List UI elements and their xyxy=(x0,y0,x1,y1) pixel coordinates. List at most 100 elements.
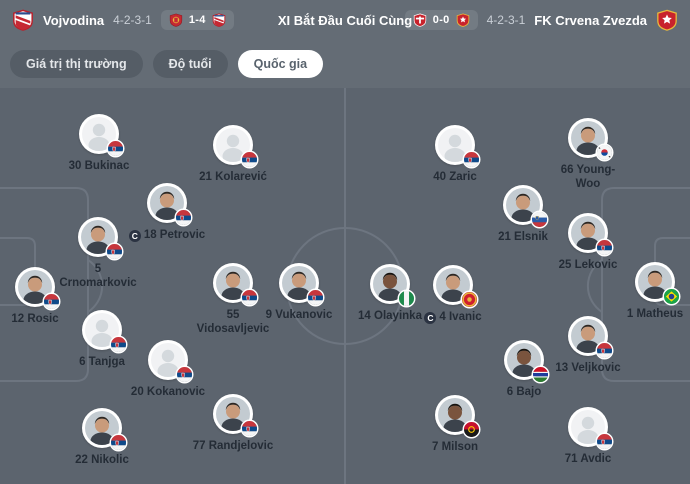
flag-gambia-icon xyxy=(533,367,548,382)
player-photo xyxy=(571,216,605,250)
captain-badge-icon: C xyxy=(424,312,437,324)
player-label: 55 Vidosavljevic xyxy=(196,309,270,336)
flag-serbia-icon xyxy=(597,343,612,358)
away-player-zaric[interactable]: 40 Zaric xyxy=(403,125,507,184)
tab-nationality[interactable]: Quốc gia xyxy=(237,50,324,78)
flag-serbia-icon xyxy=(464,152,479,167)
player-label: 66 Young- Woo xyxy=(560,164,616,191)
player-label: 22 Nikolic xyxy=(75,454,129,466)
away-player-avdic[interactable]: 71 Avdic xyxy=(536,407,640,466)
away-team-header: 0-0 4-2-3-1 FK Crvena Zvezda xyxy=(404,9,678,31)
home-team-name[interactable]: Vojvodina xyxy=(43,12,105,28)
away-team-formation: 4-2-3-1 xyxy=(486,13,526,27)
player-avatar[interactable] xyxy=(435,395,479,437)
player-avatar[interactable] xyxy=(568,213,612,255)
tab-market-value[interactable]: Giá trị thị trường xyxy=(10,50,143,78)
player-label: 1 Matheus xyxy=(626,308,684,320)
flag-montenegro-icon xyxy=(462,292,477,307)
player-avatar[interactable] xyxy=(370,264,414,306)
form-opponent-crest-icon xyxy=(169,13,183,27)
player-avatar[interactable] xyxy=(503,185,547,227)
away-form-score: 0-0 xyxy=(432,14,450,26)
home-player-vukanovic[interactable]: 9 Vukanovic xyxy=(247,263,351,322)
home-player-kokanovic[interactable]: 20 Kokanovic xyxy=(116,340,220,399)
player-avatar[interactable] xyxy=(213,263,257,305)
player-avatar[interactable] xyxy=(279,263,323,305)
player-avatar[interactable] xyxy=(568,407,612,449)
away-player-young-woo[interactable]: 66 Young- Woo xyxy=(536,118,640,191)
home-player-bukinac[interactable]: 30 Bukinac xyxy=(47,114,151,173)
home-team-header: Vojvodina 4-2-3-1 1-4 xyxy=(12,9,234,31)
home-team-formation: 4-2-3-1 xyxy=(113,13,152,27)
home-team-crest-icon[interactable] xyxy=(12,9,34,31)
home-player-tanjga[interactable]: 6 Tanjga xyxy=(50,310,154,369)
away-form-score-badge[interactable]: 0-0 xyxy=(404,10,478,30)
captain-badge-icon: C xyxy=(128,230,141,242)
flag-brazil-icon xyxy=(664,289,679,304)
tab-age[interactable]: Độ tuổi xyxy=(152,50,228,78)
player-label: 40 Zaric xyxy=(433,171,477,183)
home-player-nikolic[interactable]: 22 Nikolic xyxy=(50,408,154,467)
away-player-matheus[interactable]: 1 Matheus xyxy=(603,262,690,321)
player-photo xyxy=(373,267,407,301)
flag-serbia-icon xyxy=(308,290,323,305)
home-player-rosic[interactable]: 12 Rosic xyxy=(0,267,87,326)
player-label: 21 Kolarević xyxy=(199,171,267,183)
home-form-score-badge[interactable]: 1-4 xyxy=(160,10,234,30)
away-team-name[interactable]: FK Crvena Zvezda xyxy=(534,12,647,28)
home-player-randjelovic[interactable]: 77 Randjelovic xyxy=(181,394,285,453)
player-avatar[interactable] xyxy=(147,183,191,225)
form-team-crest-icon xyxy=(212,13,226,27)
player-avatar[interactable] xyxy=(82,310,126,352)
player-avatar[interactable] xyxy=(82,408,126,450)
home-player-crnomarkovic[interactable]: 5 Crnomarkovic xyxy=(46,217,150,290)
player-avatar[interactable] xyxy=(433,265,477,307)
player-label: 14 Olayinka xyxy=(358,310,422,322)
form-opponent-crest-icon xyxy=(413,13,427,27)
lineup-filter-tabs: Giá trị thị trường Độ tuổi Quốc gia xyxy=(0,40,690,88)
flag-serbia-icon xyxy=(176,210,191,225)
flag-south-korea-icon xyxy=(597,145,612,160)
match-header: Vojvodina 4-2-3-1 1-4 XI Bắt Đầu Cuối Cù… xyxy=(0,0,690,40)
player-label: 7 Milson xyxy=(431,441,478,453)
football-pitch: 12 Rosic 30 Bukinac 5 Crnomarkovic 6 Tan… xyxy=(0,88,690,484)
flag-serbia-icon xyxy=(177,367,192,382)
home-player-petrovic[interactable]: C 18 Petrovic xyxy=(115,183,219,242)
player-avatar[interactable] xyxy=(504,340,548,382)
flag-serbia-icon xyxy=(597,240,612,255)
form-team-crest-icon xyxy=(456,13,470,27)
player-avatar[interactable] xyxy=(79,114,123,156)
away-team-crest-icon[interactable] xyxy=(656,9,678,31)
player-avatar[interactable] xyxy=(15,267,59,309)
player-avatar[interactable] xyxy=(568,316,612,358)
away-player-lekovic[interactable]: 25 Lekovic xyxy=(536,213,640,272)
player-label: 25 Lekovic xyxy=(558,259,618,271)
home-form-score: 1-4 xyxy=(188,14,206,26)
player-avatar[interactable] xyxy=(213,394,257,436)
player-avatar[interactable] xyxy=(213,125,257,167)
away-player-milson[interactable]: 7 Milson xyxy=(403,395,507,454)
away-player-olayinka[interactable]: 14 Olayinka xyxy=(338,264,442,323)
player-avatar[interactable] xyxy=(148,340,192,382)
player-avatar[interactable] xyxy=(635,262,679,304)
player-label: 6 Tanjga xyxy=(79,356,125,368)
flag-serbia-icon xyxy=(242,290,257,305)
player-label: 12 Rosic xyxy=(11,313,59,325)
home-player-vidosavljevic[interactable]: 55 Vidosavljevic xyxy=(181,263,285,336)
home-player-kolarevi-[interactable]: 21 Kolarević xyxy=(181,125,285,184)
player-avatar[interactable] xyxy=(568,118,612,160)
player-label: 9 Vukanovic xyxy=(265,309,333,321)
player-label: 5 Crnomarkovic xyxy=(59,263,137,290)
flag-serbia-icon xyxy=(111,337,126,352)
page-title: XI Bắt Đầu Cuối Cùng xyxy=(277,12,413,28)
flag-angola-icon xyxy=(464,422,479,437)
player-avatar[interactable] xyxy=(435,125,479,167)
flag-serbia-icon xyxy=(108,141,123,156)
away-player-veljkovic[interactable]: 13 Veljkovic xyxy=(536,316,640,375)
away-player-bajo[interactable]: 6 Bajo xyxy=(472,340,576,399)
flag-serbia-icon xyxy=(597,434,612,449)
player-avatar[interactable] xyxy=(78,217,122,259)
away-player-elsnik[interactable]: 21 Elsnik xyxy=(471,185,575,244)
